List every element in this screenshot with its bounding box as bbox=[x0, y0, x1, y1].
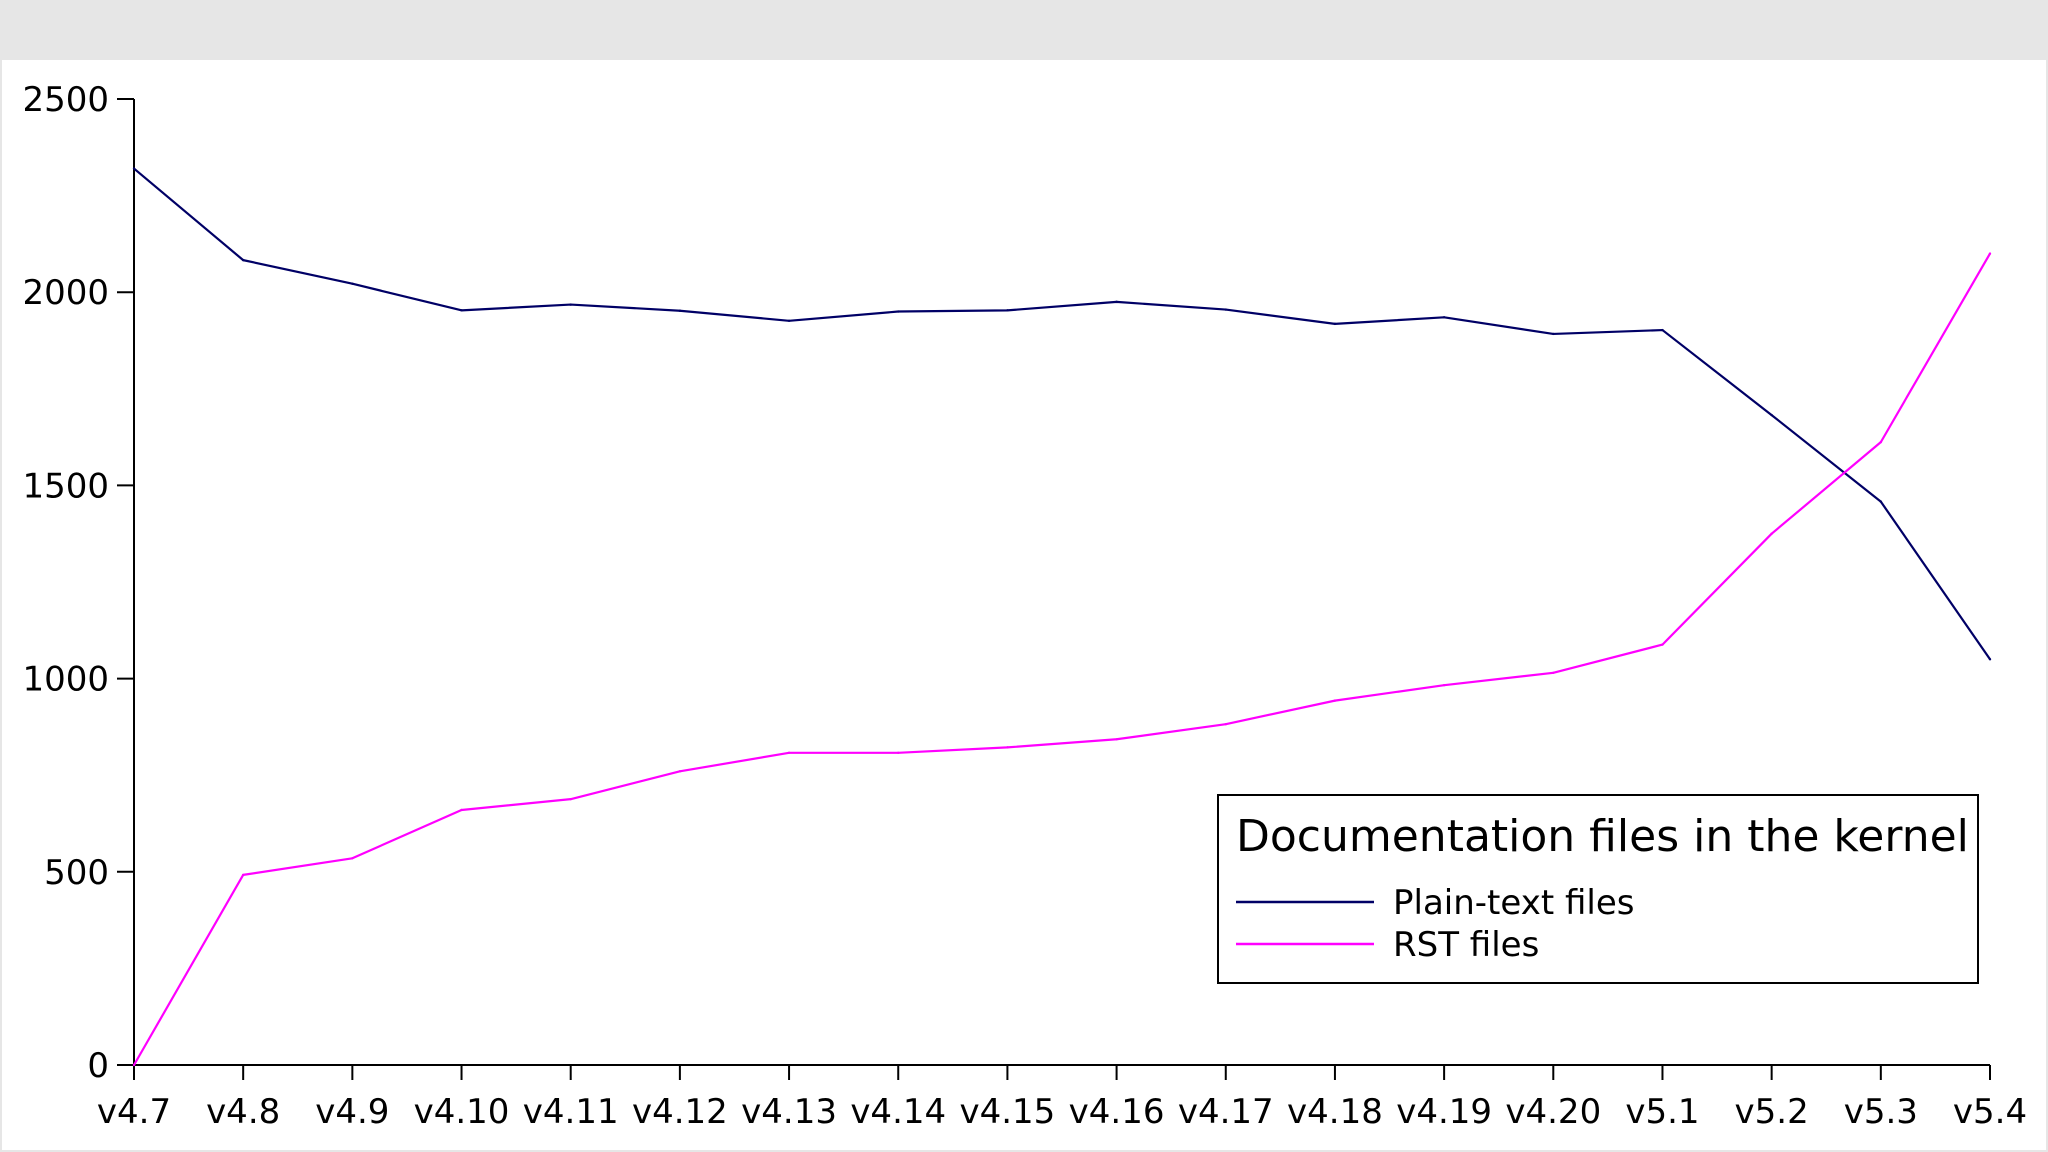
x-tick-label: v4.17 bbox=[1178, 1092, 1274, 1132]
chart-canvas: 0 500 1000 1500 2000 2500 v4.7 v4.8 v4.9 v4.10 v4.… bbox=[2, 60, 2046, 1150]
data-point-0-1 bbox=[241, 258, 245, 262]
data-point-0-7 bbox=[897, 310, 900, 313]
data-point-1-6 bbox=[787, 751, 791, 754]
data-point-1-2 bbox=[351, 857, 354, 860]
chart-axes: 0 500 1000 1500 2000 2500 v4.7 v4.8 v4.9 v4.10 v4.… bbox=[22, 80, 2027, 1132]
data-point-0-17 bbox=[1988, 658, 1992, 661]
chart-legend: Documentation files in the kernel Plain-… bbox=[1217, 794, 1979, 984]
data-point-0-10 bbox=[1224, 308, 1227, 311]
y-tick-label: 1000 bbox=[22, 660, 109, 700]
chart-series bbox=[132, 167, 1992, 1067]
data-point-0-9 bbox=[1115, 300, 1118, 304]
data-point-0-12 bbox=[1442, 316, 1446, 319]
x-tick-label: v4.11 bbox=[523, 1092, 619, 1132]
x-tick-label: v4.20 bbox=[1505, 1092, 1601, 1132]
line-chart: 0 500 1000 1500 2000 2500 v4.7 v4.8 v4.9 v4.10 v4.… bbox=[22, 80, 2027, 1132]
data-point-1-12 bbox=[1442, 683, 1446, 687]
legend-title: Documentation files in the kernel bbox=[1236, 811, 1969, 862]
x-tick-label: v4.10 bbox=[414, 1092, 510, 1132]
data-point-1-8 bbox=[1006, 746, 1009, 749]
legend-label-plain-text: Plain-text files bbox=[1393, 883, 1634, 923]
data-point-1-0 bbox=[132, 1063, 136, 1067]
x-tick-label: v4.7 bbox=[97, 1092, 171, 1132]
data-point-0-4 bbox=[569, 303, 572, 306]
data-point-0-5 bbox=[678, 309, 682, 312]
x-tick-label: v4.12 bbox=[632, 1092, 728, 1132]
data-point-1-4 bbox=[569, 797, 572, 801]
data-point-0-3 bbox=[460, 309, 463, 312]
data-point-1-13 bbox=[1552, 671, 1555, 675]
x-tick-label: v4.19 bbox=[1396, 1092, 1492, 1132]
x-tick-label: v4.8 bbox=[206, 1092, 280, 1132]
data-point-1-5 bbox=[678, 770, 682, 773]
legend-label-rst: RST files bbox=[1393, 925, 1539, 965]
x-tick-label: v4.16 bbox=[1069, 1092, 1165, 1132]
x-tick-label: v4.9 bbox=[315, 1092, 389, 1132]
x-tick-label: v5.4 bbox=[1953, 1092, 2027, 1132]
x-tick-label: v4.14 bbox=[850, 1092, 946, 1132]
x-tick-label: v4.15 bbox=[959, 1092, 1055, 1132]
data-point-1-14 bbox=[1661, 643, 1664, 646]
y-tick-label: 2000 bbox=[22, 273, 109, 313]
top-bar bbox=[0, 0, 2048, 60]
data-point-0-8 bbox=[1006, 309, 1009, 312]
x-tick-label: v5.2 bbox=[1735, 1092, 1809, 1132]
data-point-0-13 bbox=[1552, 332, 1555, 336]
x-tick-label: v4.18 bbox=[1287, 1092, 1383, 1132]
series-line-1 bbox=[133, 253, 1991, 1066]
data-point-1-16 bbox=[1879, 440, 1883, 444]
y-tick-label: 0 bbox=[87, 1046, 109, 1086]
data-point-0-11 bbox=[1333, 322, 1337, 326]
data-point-0-14 bbox=[1661, 328, 1664, 332]
y-tick-label: 1500 bbox=[22, 466, 109, 506]
data-point-0-2 bbox=[351, 282, 354, 285]
data-point-1-3 bbox=[460, 808, 463, 812]
x-tick-label: v5.3 bbox=[1844, 1092, 1918, 1132]
y-tick-label: 2500 bbox=[22, 80, 109, 120]
data-point-1-11 bbox=[1333, 699, 1337, 702]
data-point-0-6 bbox=[787, 319, 791, 322]
data-point-1-7 bbox=[897, 751, 900, 754]
data-point-0-0 bbox=[132, 167, 136, 170]
x-tick-label: v4.13 bbox=[741, 1092, 837, 1132]
series-line-0 bbox=[133, 167, 1991, 660]
data-point-0-16 bbox=[1879, 500, 1883, 503]
legend-box bbox=[1217, 794, 1979, 984]
data-point-1-9 bbox=[1115, 738, 1118, 741]
data-point-0-15 bbox=[1770, 413, 1773, 417]
data-point-1-15 bbox=[1770, 532, 1773, 535]
data-point-1-10 bbox=[1224, 722, 1227, 726]
data-point-1-17 bbox=[1988, 252, 1992, 255]
x-tick-label: v5.1 bbox=[1625, 1092, 1699, 1132]
y-tick-label: 500 bbox=[44, 853, 109, 893]
data-point-1-1 bbox=[241, 873, 245, 877]
